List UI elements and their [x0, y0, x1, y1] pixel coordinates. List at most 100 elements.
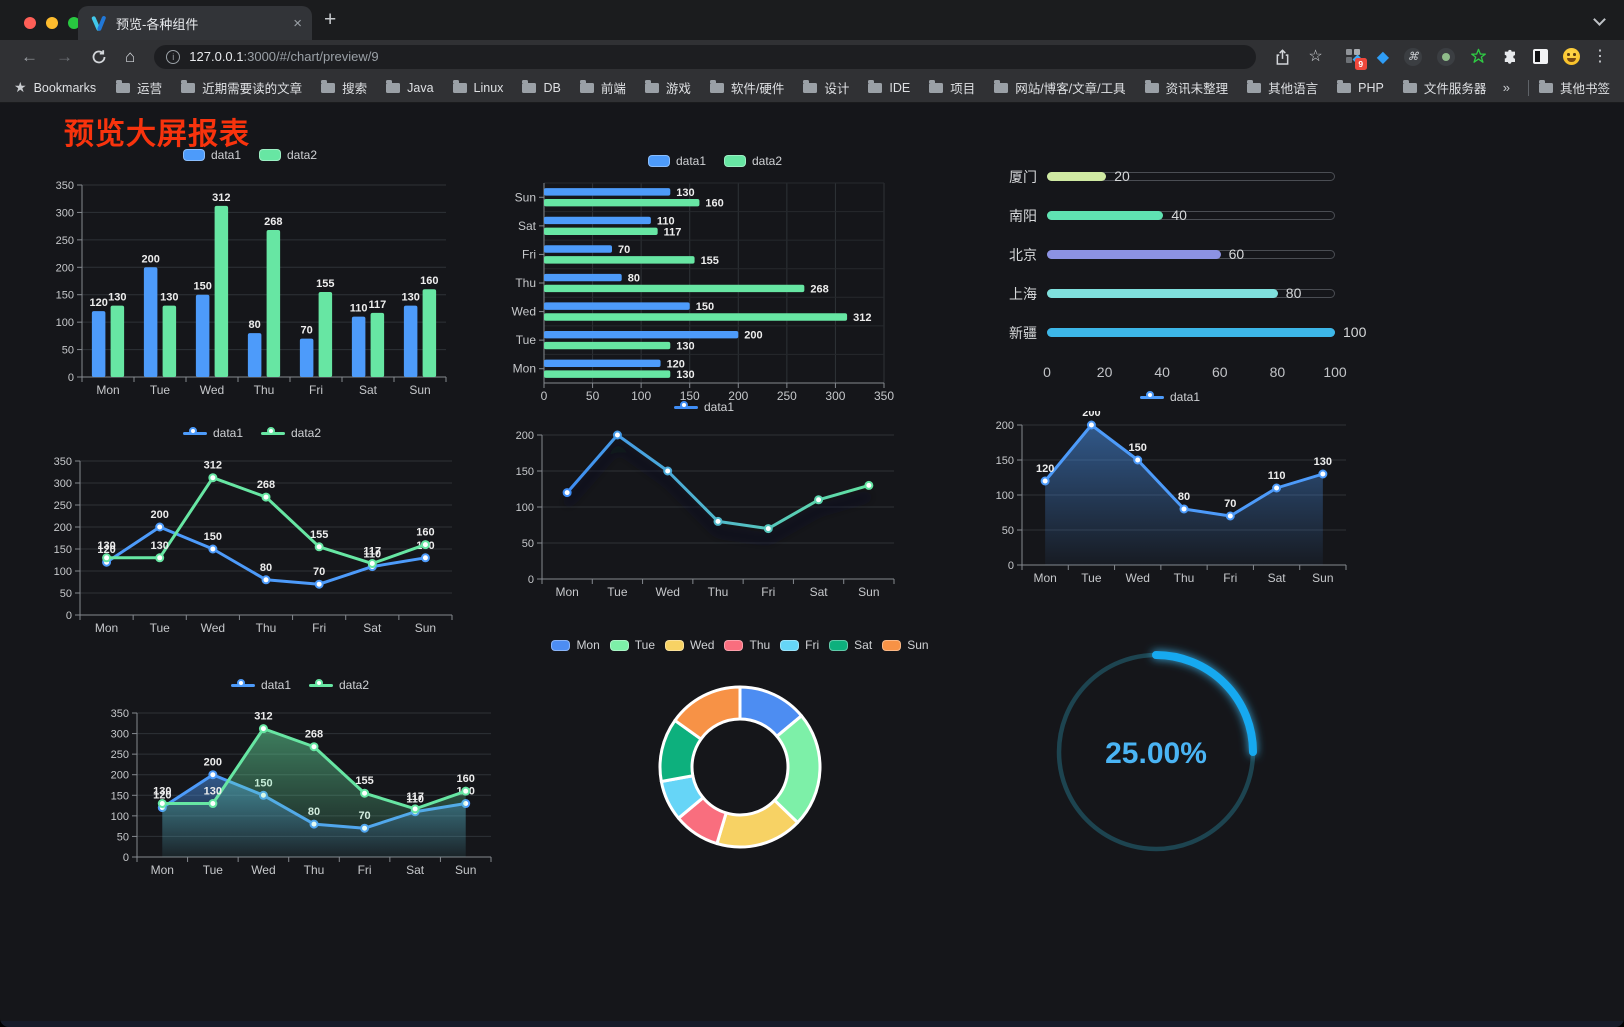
svg-text:117: 117 [664, 226, 682, 238]
bookmark-folder[interactable]: DB [522, 79, 561, 95]
legend-item[interactable]: data1 [673, 400, 734, 414]
window-minimize-button[interactable] [46, 17, 58, 29]
legend-label: data1 [260, 678, 291, 692]
chart-canvas: 0 50 100 150 200 250 300 350 Mon Tue Wed Thu Fri Sat S… [54, 456, 453, 635]
folder-icon [709, 79, 724, 93]
svg-text:150: 150 [204, 531, 222, 543]
chart-gauge: 25.00% [1040, 638, 1275, 863]
svg-text:Thu: Thu [256, 621, 277, 635]
legend-item[interactable]: data2 [261, 426, 321, 440]
pie-segment-sun[interactable] [673, 685, 742, 741]
bookmark-folder-list: 运营 近期需要读的文章 搜索 Java Linux DB 前端 游戏 软件/硬件 设计 IDE 项目 网… [116, 78, 1495, 97]
legend-item[interactable]: Sat [829, 638, 872, 652]
bookmark-folder[interactable]: 软件/硬件 [709, 78, 785, 97]
svg-text:312: 312 [254, 711, 272, 723]
bookmarks-overflow-button[interactable]: » [1502, 80, 1510, 95]
bookmark-folder[interactable]: IDE [868, 79, 910, 95]
tab-favicon [91, 15, 106, 31]
legend-item[interactable]: Tue [609, 638, 655, 652]
legend-item[interactable]: data1 [647, 154, 706, 168]
svg-text:250: 250 [111, 749, 129, 761]
bookmark-folder[interactable]: 其他语言 [1247, 78, 1318, 97]
url-host: 127.0.0.1 [189, 49, 244, 64]
extension-emoji-icon[interactable] [1563, 48, 1580, 65]
extension-record-icon[interactable] [1437, 47, 1455, 66]
bookmark-folder[interactable]: 游戏 [644, 78, 691, 97]
progress-axis-tick: 80 [1269, 364, 1286, 380]
reload-button[interactable] [82, 49, 116, 65]
legend-item[interactable]: data1 [182, 148, 241, 162]
svg-text:Mon: Mon [1033, 571, 1056, 585]
legend-item[interactable]: data2 [259, 148, 317, 162]
progress-axis-tick: 20 [1096, 364, 1113, 380]
bookmark-folder[interactable]: 项目 [929, 78, 975, 97]
folder-icon [386, 79, 401, 93]
other-bookmarks-folder[interactable]: 其他书签 [1538, 78, 1610, 97]
bookmark-folder[interactable]: Java [386, 79, 434, 95]
bookmark-folder[interactable]: PHP [1337, 79, 1384, 95]
chart-legend: data1 [980, 385, 1360, 409]
bookmark-folder[interactable]: 近期需要读的文章 [181, 78, 302, 97]
progress-row: 北京 60 [985, 235, 1360, 274]
bookmark-folder[interactable]: Linux [452, 79, 503, 95]
legend-item[interactable]: Sun [882, 638, 929, 652]
legend-item[interactable]: data2 [724, 154, 782, 168]
legend-label: data1 [1169, 390, 1201, 404]
svg-text:312: 312 [212, 192, 230, 204]
svg-text:160: 160 [420, 275, 438, 287]
browser-tab[interactable]: 预览-各种组件 × [78, 6, 312, 40]
legend-item[interactable]: data1 [182, 426, 243, 440]
legend-item[interactable]: Fri [780, 638, 819, 652]
back-button[interactable]: ← [21, 47, 38, 66]
svg-text:150: 150 [1129, 442, 1147, 454]
bookmark-folder[interactable]: 网站/博客/文章/工具 [994, 78, 1126, 97]
forward-button[interactable]: → [56, 47, 73, 66]
bookmark-folder-label: 软件/硬件 [730, 82, 785, 96]
bookmarks-label[interactable]: Bookmarks [33, 80, 97, 95]
legend-item[interactable]: data2 [309, 678, 369, 692]
browser-menu-icon[interactable]: ⋮ [1592, 47, 1608, 65]
tab-close-icon[interactable]: × [293, 14, 302, 32]
folder-icon [579, 79, 594, 93]
legend-item[interactable]: data1 [1139, 390, 1201, 404]
svg-text:Wed: Wed [1125, 571, 1149, 585]
extension-command-icon[interactable]: ⌘ [1404, 47, 1422, 66]
bookmark-star-icon[interactable]: ☆ [1308, 47, 1323, 65]
site-info-icon[interactable] [166, 49, 181, 64]
folder-icon [644, 79, 659, 93]
window-zoom-button[interactable] [68, 17, 80, 29]
bookmark-folder[interactable]: 设计 [803, 78, 849, 97]
legend-item[interactable]: Wed [665, 638, 714, 652]
share-icon[interactable] [1266, 48, 1299, 66]
url-bar[interactable]: 127.0.0.1:3000/#/chart/preview/9 [154, 44, 1257, 69]
svg-text:Wed: Wed [512, 305, 536, 319]
svg-text:70: 70 [301, 325, 313, 337]
new-tab-button[interactable]: + [324, 8, 337, 31]
extension-gem-icon[interactable]: ◆ [1376, 48, 1389, 66]
legend-item[interactable]: data1 [230, 678, 291, 692]
chart-canvas: 0 50 100 150 200 250 300 350 Sun Sat Fri Thu Wed Tue M… [512, 182, 894, 403]
progress-label: 厦门 [1009, 168, 1037, 185]
svg-text:Wed: Wed [201, 621, 225, 635]
chart-legend: data1 data2 [40, 143, 460, 167]
svg-text:268: 268 [305, 729, 323, 741]
extension-grid-icon[interactable]: 9 [1345, 48, 1367, 70]
bookmark-folder[interactable]: 资讯未整理 [1144, 78, 1228, 97]
legend-label: Wed [690, 638, 715, 652]
bookmark-folder[interactable]: 搜索 [321, 78, 367, 97]
window-close-button[interactable] [24, 17, 36, 29]
home-button[interactable]: ⌂ [125, 47, 136, 66]
legend-chip [724, 155, 746, 167]
svg-text:Mon: Mon [96, 383, 119, 397]
bookmark-folder[interactable]: 运营 [116, 78, 162, 97]
extensions-puzzle-icon[interactable] [1502, 49, 1518, 65]
legend-item[interactable]: Thu [724, 638, 770, 652]
extension-darkmode-icon[interactable] [1533, 49, 1548, 64]
svg-text:155: 155 [701, 255, 719, 267]
extension-green-star-icon[interactable] [1470, 48, 1487, 65]
bookmark-folder[interactable]: 文件服务器 [1402, 78, 1486, 97]
record-dot-icon [1442, 52, 1450, 61]
bookmark-folder[interactable]: 前端 [579, 78, 626, 97]
tab-overflow-chevron-icon[interactable] [1593, 13, 1606, 26]
legend-item[interactable]: Mon [551, 638, 600, 652]
